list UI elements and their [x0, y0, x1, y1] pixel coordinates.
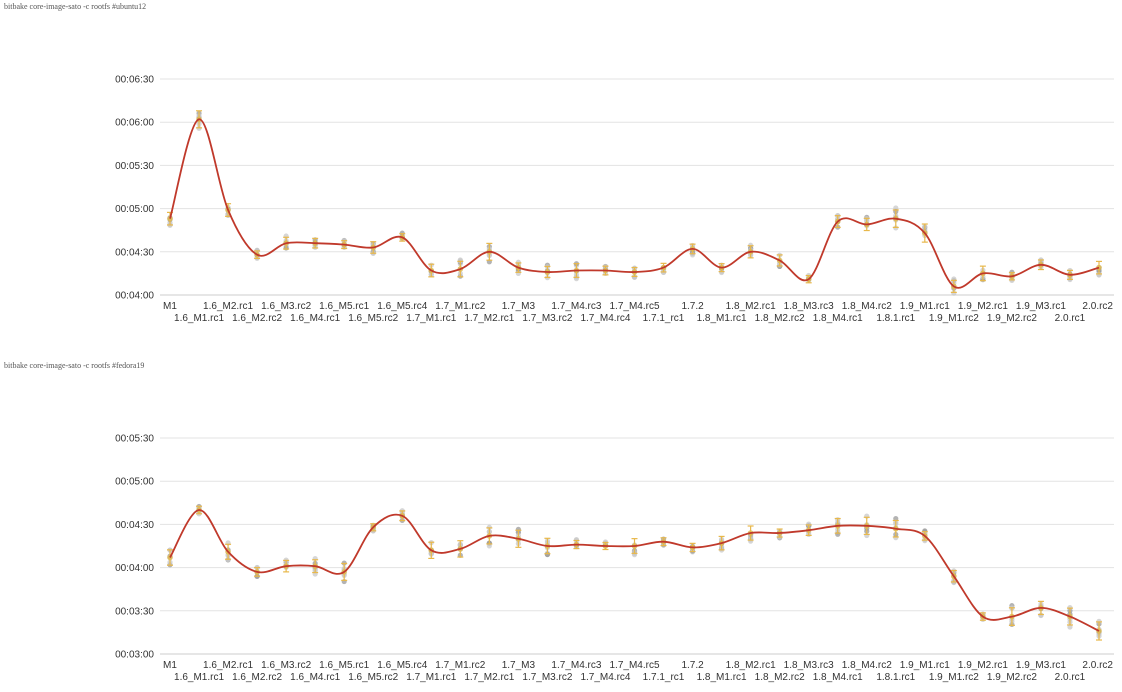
- x-tick-label: 1.8_M2.rc1: [726, 660, 776, 671]
- y-tick-label: 00:06:30: [115, 75, 154, 86]
- x-tick-label: M1: [163, 660, 177, 671]
- x-tick-label: 2.0.rc2: [1082, 660, 1113, 671]
- x-tick-label: 1.7_M3: [502, 301, 536, 312]
- x-tick-label: 1.8_M4.rc1: [813, 672, 863, 683]
- x-tick-label: 1.6_M5.rc1: [319, 660, 369, 671]
- x-tick-label: 1.7_M1.rc1: [406, 313, 456, 324]
- x-tick-label: 1.7_M4.rc5: [609, 660, 659, 671]
- x-tick-label: 1.6_M1.rc1: [174, 672, 224, 683]
- x-tick-label: 1.7.1_rc1: [643, 672, 685, 683]
- data-point: [1067, 624, 1073, 630]
- x-tick-label: 2.0.rc1: [1055, 672, 1086, 683]
- x-tick-label: 1.7_M1.rc2: [435, 660, 485, 671]
- x-tick-label: 1.7.1_rc1: [643, 313, 685, 324]
- x-tick-label: 1.9_M2.rc1: [958, 301, 1008, 312]
- x-tick-label: 1.6_M5.rc4: [377, 660, 427, 671]
- x-tick-label: 1.9_M3.rc1: [1016, 301, 1066, 312]
- data-point: [515, 259, 521, 265]
- x-tick-label: 1.9_M2.rc2: [987, 313, 1037, 324]
- x-tick-label: 1.8_M1.rc1: [697, 672, 747, 683]
- x-tick-label: 1.8_M4.rc2: [842, 301, 892, 312]
- y-tick-label: 00:06:00: [115, 118, 154, 129]
- chart-ubuntu12: 00:04:00 00:04:30 00:05:00 00:05:30 00:06:00…: [115, 75, 1114, 324]
- x-tick-label: 1.6_M4.rc1: [290, 672, 340, 683]
- x-tick-label: 1.7_M3: [502, 660, 536, 671]
- x-tick-label: 1.6_M2.rc1: [203, 301, 253, 312]
- x-tick-label: 1.6_M2.rc2: [232, 672, 282, 683]
- x-tick-label: 1.6_M3.rc2: [261, 660, 311, 671]
- x-tick-label: 1.6_M5.rc1: [319, 301, 369, 312]
- x-tick-label: 2.0.rc2: [1082, 301, 1113, 312]
- x-tick-label: 1.9_M2.rc2: [987, 672, 1037, 683]
- x-tick-label: 1.8_M2.rc2: [755, 672, 805, 683]
- x-tick-label: 1.6_M2.rc2: [232, 313, 282, 324]
- x-tick-label: 1.8.1.rc1: [876, 672, 915, 683]
- x-tick-label: 1.8_M3.rc3: [784, 660, 834, 671]
- y-tick-label: 00:05:30: [115, 434, 154, 445]
- x-tick-label: 1.8_M3.rc3: [784, 301, 834, 312]
- y-tick-label: 00:04:30: [115, 247, 154, 258]
- x-tick-label: 1.9_M1.rc1: [900, 301, 950, 312]
- y-tick-label: 00:05:00: [115, 204, 154, 215]
- x-tick-label: 1.7_M4.rc4: [580, 672, 630, 683]
- x-tick-label: 1.8.1.rc1: [876, 313, 915, 324]
- x-tick-label: 1.9_M1.rc1: [900, 660, 950, 671]
- x-tick-label: 2.0.rc1: [1055, 313, 1086, 324]
- chart-title-ubuntu12: bitbake core-image-sato -c rootfs #ubunt…: [4, 2, 147, 11]
- x-tick-label: 1.6_M5.rc2: [348, 672, 398, 683]
- x-tick-label: 1.7_M4.rc4: [580, 313, 630, 324]
- chart-fedora19: 00:03:00 00:03:30 00:04:00 00:04:30 00:05:00…: [115, 434, 1114, 683]
- x-tick-label: 1.7_M1.rc1: [406, 672, 456, 683]
- x-tick-label: 1.7_M2.rc1: [464, 672, 514, 683]
- x-tick-label: 1.6_M3.rc2: [261, 301, 311, 312]
- data-point: [1096, 271, 1102, 278]
- x-tick-label: 1.7_M3.rc2: [522, 672, 572, 683]
- x-tick-label: M1: [163, 301, 177, 312]
- y-tick-label: 00:04:00: [115, 291, 154, 302]
- data-point: [544, 551, 551, 557]
- x-tick-label: 1.8_M4.rc2: [842, 660, 892, 671]
- x-tick-label: 1.6_M5.rc4: [377, 301, 427, 312]
- y-tick-label: 00:05:30: [115, 161, 154, 172]
- x-tick-label: 1.7_M1.rc2: [435, 301, 485, 312]
- x-tick-label: 1.9_M1.rc2: [929, 672, 979, 683]
- x-tick-label: 1.8_M4.rc1: [813, 313, 863, 324]
- x-tick-label: 1.6_M5.rc2: [348, 313, 398, 324]
- x-tick-label: 1.8_M2.rc1: [726, 301, 776, 312]
- x-tick-label: 1.9_M1.rc2: [929, 313, 979, 324]
- x-tick-label: 1.7.2: [681, 301, 704, 312]
- x-tick-label: 1.7.2: [681, 660, 704, 671]
- x-tick-label: 1.7_M4.rc5: [609, 301, 659, 312]
- x-tick-label: 1.8_M2.rc2: [755, 313, 805, 324]
- x-tick-label: 1.7_M4.rc3: [551, 301, 601, 312]
- x-tick-label: 1.7_M2.rc1: [464, 313, 514, 324]
- y-tick-label: 00:04:30: [115, 520, 154, 531]
- data-point: [893, 515, 899, 522]
- data-point: [1038, 612, 1044, 618]
- y-tick-label: 00:03:00: [115, 650, 154, 661]
- x-tick-label: 1.9_M3.rc1: [1016, 660, 1066, 671]
- series-line: [169, 118, 1100, 289]
- x-tick-label: 1.7_M3.rc2: [522, 313, 572, 324]
- x-tick-label: 1.6_M4.rc1: [290, 313, 340, 324]
- y-tick-label: 00:04:00: [115, 563, 154, 574]
- x-tick-label: 1.6_M2.rc1: [203, 660, 253, 671]
- series-line: [169, 509, 1100, 632]
- x-tick-label: 1.8_M1.rc1: [697, 313, 747, 324]
- x-tick-label: 1.6_M1.rc1: [174, 313, 224, 324]
- error-bar: [167, 549, 173, 566]
- data-point: [951, 579, 957, 586]
- chart-title-fedora19: bitbake core-image-sato -c rootfs #fedor…: [4, 361, 145, 370]
- x-tick-label: 1.9_M2.rc1: [958, 660, 1008, 671]
- x-tick-label: 1.7_M4.rc3: [551, 660, 601, 671]
- y-tick-label: 00:05:00: [115, 477, 154, 488]
- y-tick-label: 00:03:30: [115, 606, 154, 617]
